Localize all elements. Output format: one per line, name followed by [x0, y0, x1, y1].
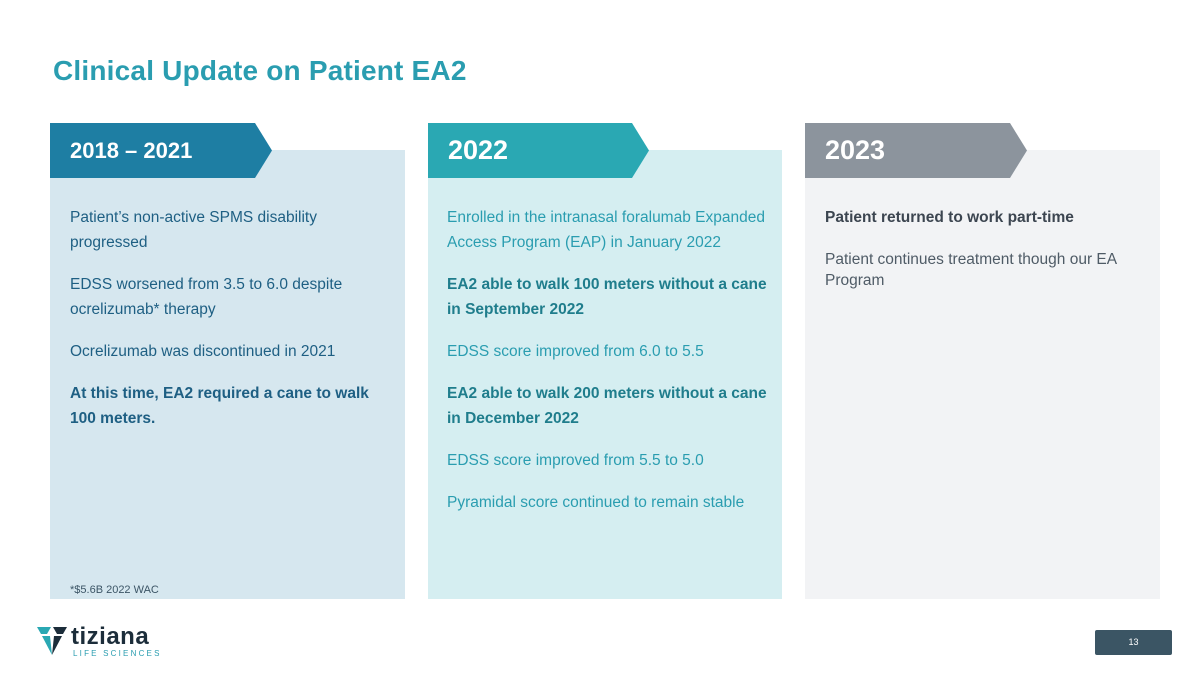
list-item: Ocrelizumab was discontinued in 2021 [70, 343, 336, 360]
list-item-highlight: Patient returned to work part-time [825, 209, 1074, 226]
list-item: Patient’s non-active SPMS disability pro… [70, 209, 317, 251]
list-item: Patient continues treatment though our E… [825, 251, 1117, 289]
slide-title: Clinical Update on Patient EA2 [53, 55, 467, 86]
column-2022-body: Enrolled in the intranasal foralumab Exp… [447, 205, 767, 532]
column-header-label: 2018 – 2021 [70, 138, 193, 163]
arrow-tag-shape [50, 123, 272, 178]
column-2022-panel [428, 150, 782, 599]
arrow-tag-shape [805, 123, 1027, 178]
list-item-highlight: EA2 able to walk 100 meters without a ca… [447, 276, 767, 318]
list-item: Enrolled in the intranasal foralumab Exp… [447, 209, 765, 251]
list-item: EDSS score improved from 5.5 to 5.0 [447, 452, 704, 469]
column-2018-2021-panel [50, 150, 405, 599]
arrow-tag-shape [428, 123, 649, 178]
list-item-highlight: At this time, EA2 required a cane to wal… [70, 385, 369, 427]
company-logo: tiziana LIFE SCIENCES [37, 623, 159, 662]
list-item: EDSS worsened from 3.5 to 6.0 despite oc… [70, 276, 343, 318]
tiziana-logo-icon [37, 627, 67, 655]
logo-subtitle: LIFE SCIENCES [73, 649, 162, 658]
column-2023-body: Patient returned to work part-time Patie… [825, 207, 1135, 312]
page-number-badge: 13 [1095, 630, 1172, 655]
column-header-label: 2023 [825, 135, 886, 165]
column-header-2018-2021: 2018 – 2021 [50, 123, 272, 178]
footnote: *$5.6B 2022 WAC [70, 584, 159, 596]
column-header-2023: 2023 [805, 123, 1027, 178]
list-item: EDSS score improved from 6.0 to 5.5 [447, 343, 704, 360]
column-2023-panel [805, 150, 1160, 599]
list-item: Pyramidal score continued to remain stab… [447, 494, 745, 511]
column-2018-2021-body: Patient’s non-active SPMS disability pro… [70, 205, 375, 448]
column-header-label: 2022 [448, 135, 509, 165]
column-header-2022: 2022 [428, 123, 649, 178]
list-item-highlight: EA2 able to walk 200 meters without a ca… [447, 385, 767, 427]
logo-wordmark: tiziana [71, 623, 150, 650]
